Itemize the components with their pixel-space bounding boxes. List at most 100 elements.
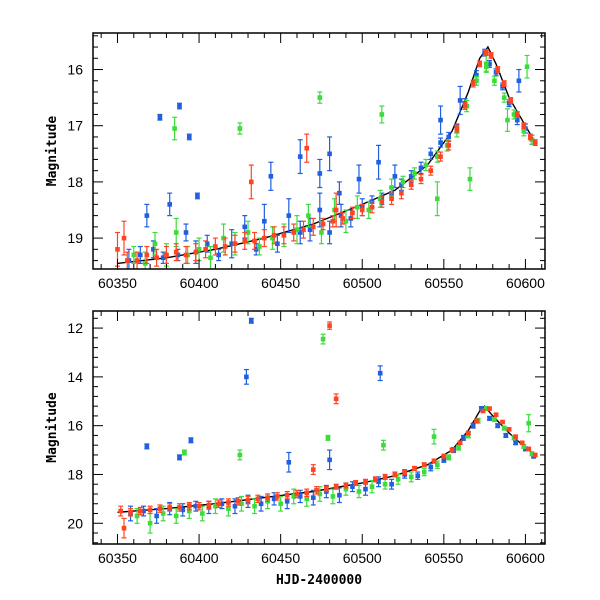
- data-point-green: [382, 481, 388, 487]
- data-point-red: [245, 497, 251, 503]
- data-point-red: [493, 412, 499, 417]
- data-point-red: [301, 227, 306, 232]
- data-point-red: [446, 143, 452, 148]
- data-point-red: [216, 501, 221, 507]
- data-point-blue: [418, 165, 424, 171]
- data-point-green: [226, 506, 231, 511]
- data-point-green: [172, 126, 177, 131]
- data-point-green: [369, 484, 375, 489]
- data-point-red: [389, 196, 394, 202]
- data-point-red: [183, 252, 189, 258]
- data-point-green: [304, 496, 310, 502]
- data-point-red: [470, 81, 476, 86]
- model-curve: [117, 45, 536, 265]
- data-point-red: [213, 244, 218, 249]
- data-point-red: [488, 53, 494, 58]
- data-point-green: [343, 486, 349, 492]
- data-point-green: [511, 112, 517, 117]
- data-point-blue: [297, 494, 303, 499]
- data-point-blue: [297, 230, 303, 235]
- data-point-green: [200, 511, 205, 516]
- data-point-red: [164, 252, 169, 258]
- data-point-red: [359, 207, 365, 213]
- data-point-green: [456, 445, 461, 450]
- data-point-green: [252, 503, 257, 509]
- data-point-green: [423, 162, 429, 168]
- data-point-blue: [144, 444, 150, 449]
- data-point-green: [152, 241, 158, 247]
- data-point-red: [382, 474, 388, 480]
- y-tick-label: 16: [67, 418, 83, 434]
- data-point-blue: [232, 503, 238, 509]
- data-point-blue: [151, 247, 156, 252]
- data-point-green: [325, 435, 331, 441]
- data-point-red: [255, 496, 261, 502]
- data-point-blue: [177, 455, 182, 460]
- data-point-red: [519, 440, 525, 446]
- data-point-red: [532, 140, 538, 145]
- data-point-blue: [356, 176, 362, 182]
- data-point-red: [262, 235, 267, 241]
- data-point-blue: [204, 241, 210, 247]
- data-point-green: [529, 451, 535, 457]
- data-point-red: [506, 427, 512, 432]
- data-point-red: [147, 507, 153, 513]
- x-tick-label: 60350: [98, 550, 137, 566]
- data-point-green: [196, 247, 202, 252]
- data-point-red: [121, 235, 127, 241]
- data-point-blue: [180, 507, 186, 513]
- data-point-blue: [363, 486, 368, 492]
- data-point-green: [270, 235, 275, 241]
- data-point-red: [457, 440, 463, 446]
- data-point-green: [320, 336, 326, 342]
- data-point-green: [134, 513, 140, 519]
- data-point-blue: [229, 241, 235, 247]
- data-point-blue: [219, 501, 225, 507]
- data-point-red: [232, 241, 238, 247]
- data-point-red: [196, 503, 202, 509]
- y-tick-label: 12: [67, 320, 83, 336]
- data-point-red: [235, 499, 241, 504]
- data-point-green: [343, 218, 349, 224]
- data-point-red: [134, 258, 140, 263]
- y-tick-label: 20: [67, 515, 83, 531]
- data-point-blue: [399, 182, 404, 188]
- data-point-red: [177, 505, 182, 510]
- data-point-red: [157, 506, 163, 511]
- x-axis-title: HJD-2400000: [276, 573, 362, 588]
- data-point-red: [399, 190, 404, 196]
- data-point-green: [257, 244, 262, 249]
- data-point-red: [294, 491, 300, 497]
- data-point-green: [492, 78, 497, 84]
- data-point-blue: [177, 103, 182, 109]
- data-points: [118, 317, 538, 539]
- bottom-light-curve-panel: 60350 60400 60450 60500 60550 60600 12 14 16 18 20…: [45, 310, 546, 588]
- data-point-red: [248, 179, 254, 185]
- data-point-red: [271, 232, 277, 238]
- data-point-blue: [248, 318, 254, 324]
- data-point-blue: [338, 213, 344, 218]
- data-point-blue: [284, 499, 290, 504]
- data-point-red: [226, 500, 231, 505]
- data-point-red: [480, 408, 486, 414]
- data-point-blue: [470, 423, 476, 428]
- data-point-red: [310, 224, 316, 230]
- data-point-red: [333, 207, 339, 213]
- data-point-red: [418, 176, 424, 182]
- data-point-red: [320, 221, 326, 227]
- data-point-blue: [438, 117, 443, 123]
- data-point-green: [501, 95, 507, 100]
- data-point-blue: [376, 159, 381, 165]
- data-point-red: [372, 477, 378, 482]
- data-points: [114, 48, 538, 269]
- data-point-red: [350, 210, 355, 216]
- data-point-blue: [175, 252, 181, 258]
- x-tick-label: 60400: [180, 550, 219, 566]
- data-point-green: [356, 489, 362, 494]
- data-point-blue: [183, 230, 189, 235]
- data-point-red: [252, 238, 257, 244]
- data-point-blue: [516, 78, 522, 84]
- data-point-red: [186, 503, 192, 509]
- data-point-red: [408, 182, 414, 188]
